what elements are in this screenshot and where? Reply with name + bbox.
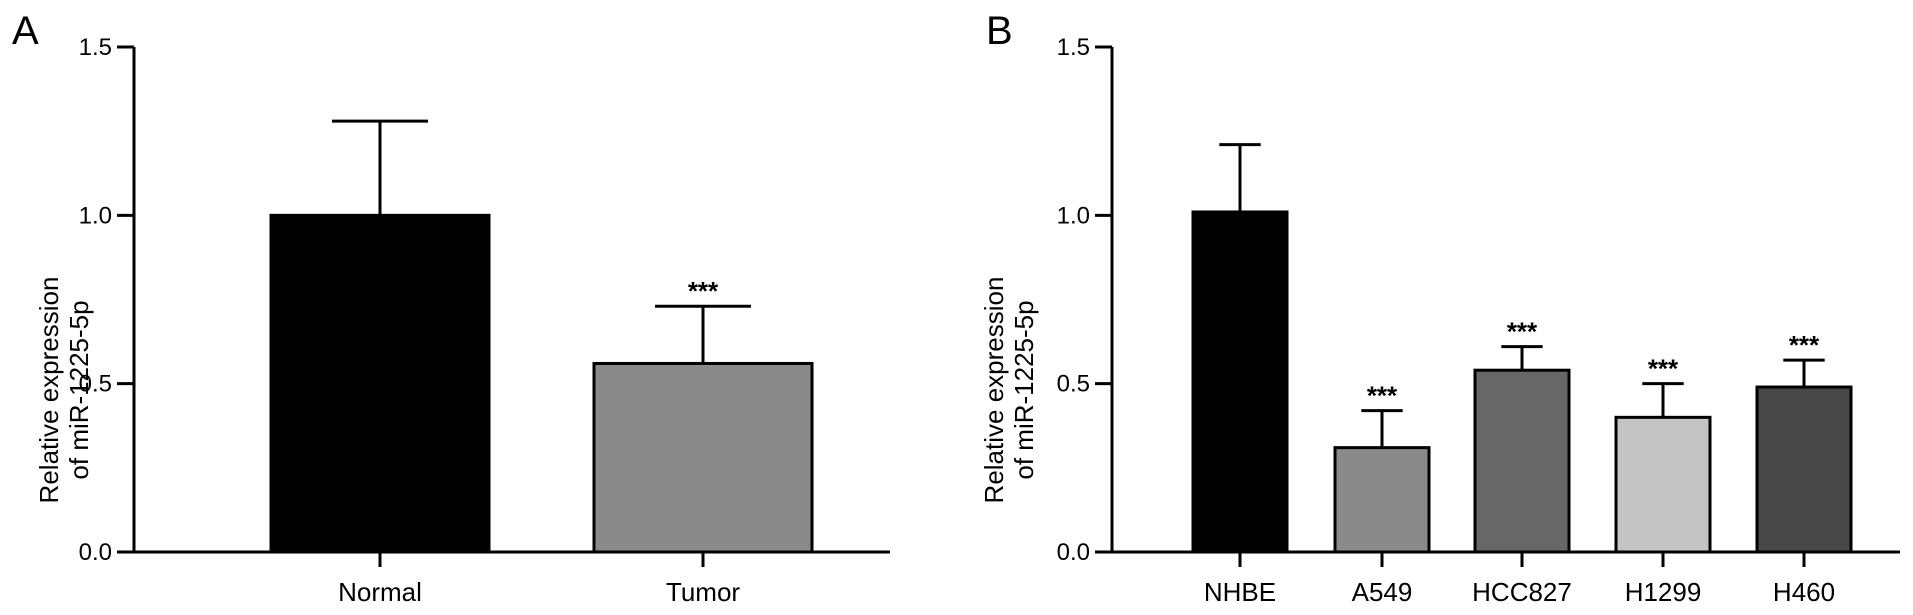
significance-label: *** — [1789, 330, 1820, 360]
y-tick-label: 0.0 — [1057, 539, 1090, 566]
panel-letter: A — [12, 9, 39, 53]
category-label: H460 — [1773, 577, 1835, 607]
y-tick-label: 0.5 — [1057, 371, 1090, 398]
category-label: Tumor — [666, 577, 740, 607]
significance-label: *** — [1367, 381, 1398, 411]
bar — [592, 361, 814, 554]
y-tick-label: 1.0 — [79, 202, 112, 229]
panel-b: B Relative expression of miR-1225-5p 0.0 0.5… — [979, 9, 1900, 607]
y-tick-label: 1.0 — [1057, 202, 1090, 229]
bar — [269, 213, 491, 554]
y-axis-title: of miR-1225-5p — [64, 300, 94, 479]
y-axis-title: of miR-1225-5p — [1009, 300, 1039, 479]
significance-label: *** — [1507, 317, 1538, 347]
y-tick-label: 0.5 — [79, 371, 112, 398]
category-label: A549 — [1352, 577, 1413, 607]
y-tick-label: 1.5 — [79, 34, 112, 61]
y-tick-label: 1.5 — [1057, 34, 1090, 61]
panel-a: A Relative expression of miR-1225-5p 0.0 0.5… — [12, 9, 890, 607]
bar — [1473, 368, 1571, 554]
y-tick-label: 0.0 — [79, 539, 112, 566]
y-axis-title: Relative expression — [979, 277, 1009, 504]
significance-label: *** — [1648, 354, 1679, 384]
category-label: H1299 — [1625, 577, 1702, 607]
panel-letter: B — [986, 9, 1013, 53]
bar — [1755, 385, 1853, 554]
bar — [1333, 446, 1431, 554]
significance-label: *** — [688, 276, 719, 306]
bar — [1614, 415, 1712, 554]
bar — [1191, 210, 1289, 554]
category-label: HCC827 — [1472, 577, 1572, 607]
category-label: Normal — [338, 577, 422, 607]
category-label: NHBE — [1204, 577, 1276, 607]
y-axis-title: Relative expression — [34, 277, 64, 504]
